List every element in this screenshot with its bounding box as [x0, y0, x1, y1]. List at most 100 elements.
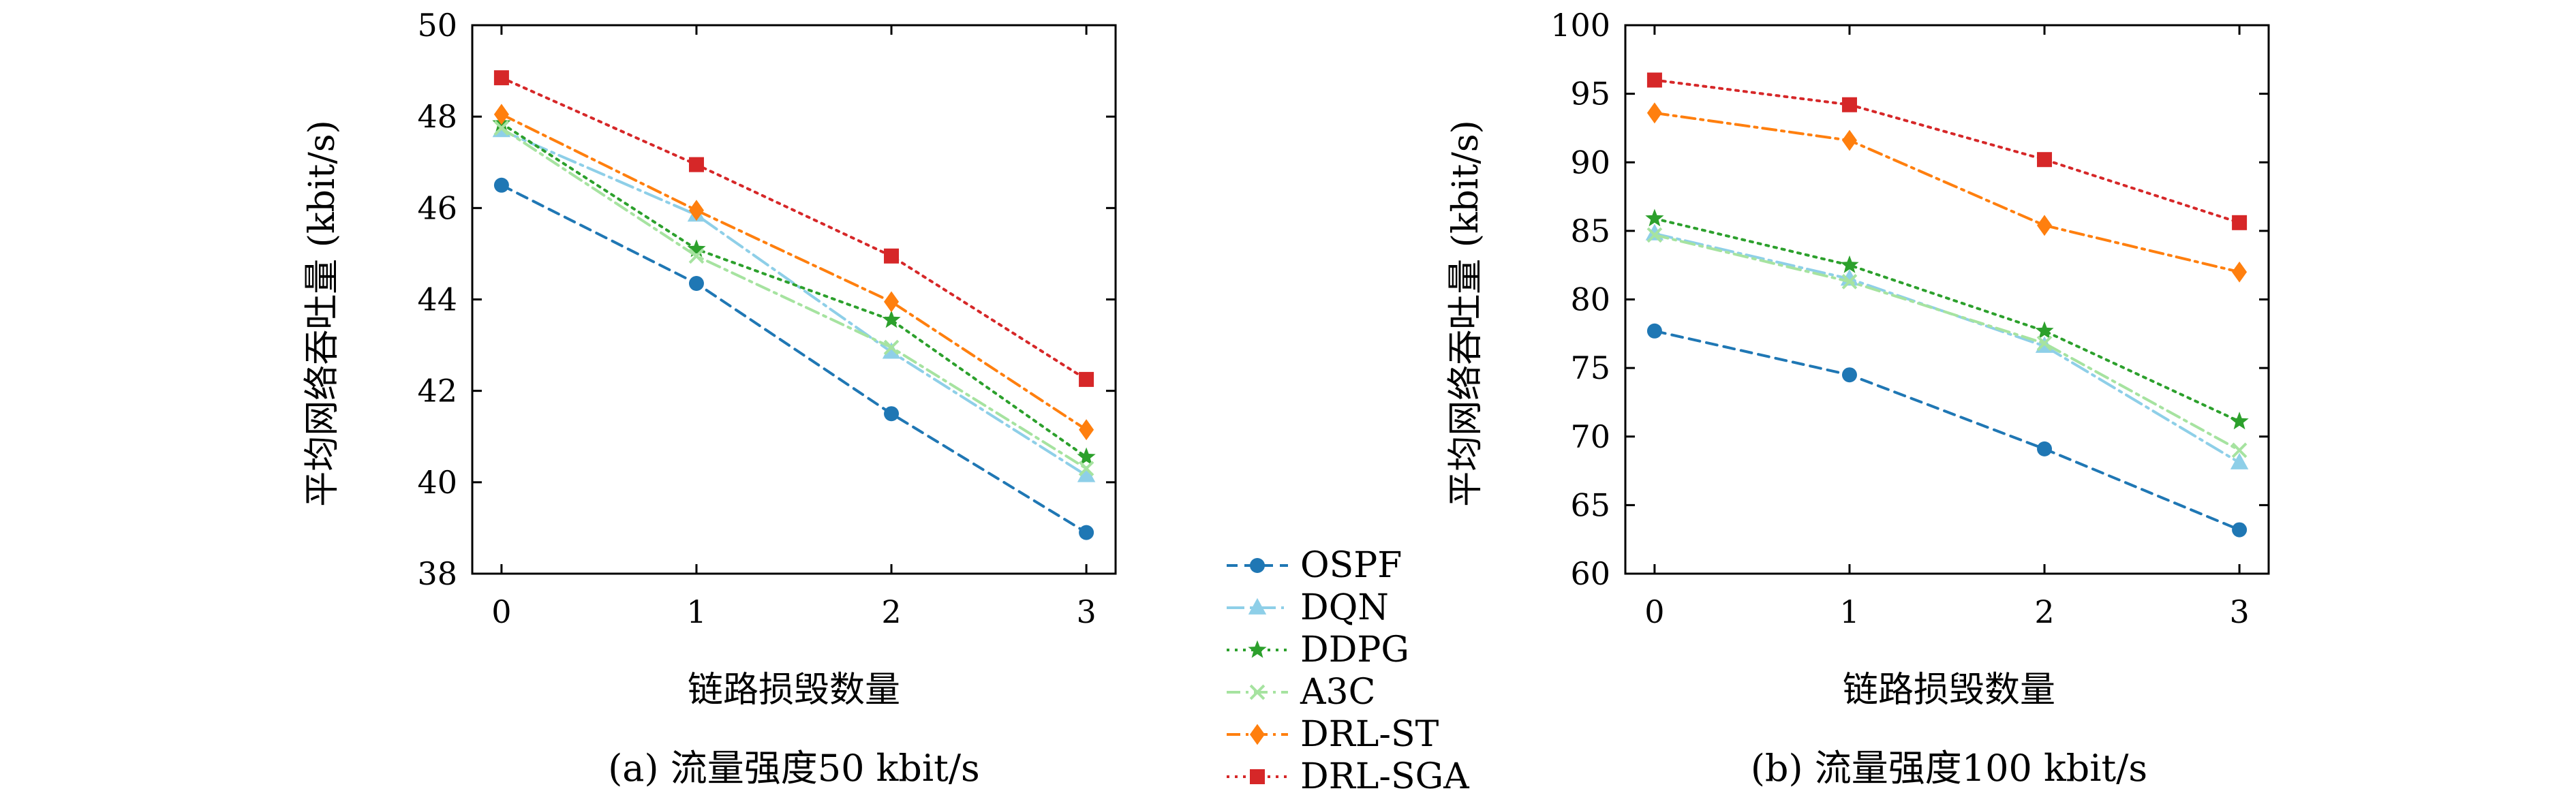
legend-marker-dqn	[1248, 598, 1267, 615]
chart-b-point-a3c	[2231, 442, 2248, 459]
chart-a-point-drl-sga	[493, 70, 509, 86]
legend-label-dqn: DQN	[1300, 587, 1389, 628]
chart-a-point-dqn	[882, 342, 901, 359]
legend-marker-ospf	[1250, 558, 1265, 573]
chart-a-line-ddpg	[500, 122, 1088, 459]
chart-b-point-drl-st	[1841, 129, 1857, 151]
chart-a-point-a3c	[688, 248, 705, 264]
chart-b-point-drl-sga	[1841, 97, 1857, 112]
chart-a-ytick-label: 44	[417, 281, 457, 318]
chart-b-line-ospf	[1653, 329, 2241, 531]
chart-a-series	[492, 70, 1096, 540]
legend-entry-ddpg: DDPG	[1227, 630, 1409, 670]
chart-a-xtick-label: 3	[1076, 593, 1096, 630]
legend-entry-drl-st: DRL-ST	[1227, 714, 1439, 755]
chart-a-point-ddpg	[1077, 447, 1096, 465]
chart-a-point-a3c	[883, 339, 900, 356]
chart-a-series-ospf	[493, 177, 1094, 540]
chart-b-xtick-label: 3	[2229, 593, 2249, 630]
legend-label-drl-sga: DRL-SGA	[1300, 756, 1470, 797]
chart-a-point-ddpg	[882, 310, 901, 328]
chart-a-point-ospf	[884, 406, 900, 422]
chart-b-point-drl-st	[1646, 102, 1662, 124]
chart-b-point-ospf	[1646, 323, 1662, 339]
chart-b-series-a3c	[1646, 227, 2248, 459]
chart-b-ytick-label: 90	[1570, 144, 1610, 181]
legend-entry-dqn: DQN	[1227, 587, 1389, 628]
chart-a-line-drl-sga	[500, 76, 1088, 381]
chart-b-point-ddpg	[1840, 255, 1859, 273]
chart-a-point-drl-sga	[688, 157, 704, 172]
legend-label-a3c: A3C	[1300, 672, 1375, 713]
chart-b-point-ddpg	[2230, 412, 2249, 430]
chart-panel-a: 平均网络吞吐量 (kbit/s) 链路损毁数量 (a) 流量强度50 kbit/…	[302, 7, 1117, 790]
chart-b-point-ospf	[1841, 367, 1857, 383]
chart-a-line-drl-st	[500, 112, 1088, 431]
chart-b-plot-frame	[1624, 24, 2270, 575]
legend-label-drl-st: DRL-ST	[1300, 714, 1439, 755]
chart-a-line-ospf	[500, 183, 1088, 534]
chart-b-series-dqn	[1645, 223, 2249, 469]
legend-label-ospf: OSPF	[1300, 545, 1402, 586]
chart-b-xtick-label: 1	[1839, 593, 1859, 630]
legend-marker-drl-st	[1250, 724, 1265, 745]
chart-a-ytick-label: 46	[417, 189, 457, 226]
chart-a-ytick-label: 40	[417, 464, 457, 501]
chart-b-ytick-label: 65	[1570, 486, 1610, 523]
chart-b-y-axis-label: 平均网络吞吐量 (kbit/s)	[1445, 120, 1486, 507]
chart-a-point-dqn	[1077, 465, 1096, 482]
chart-a-xtick-label: 0	[491, 593, 511, 630]
chart-b-ytick-label: 80	[1570, 281, 1610, 318]
chart-b-point-a3c	[1646, 227, 1663, 243]
chart-a-x-axis-label: 链路损毁数量	[688, 670, 900, 711]
chart-b-point-dqn	[1645, 223, 1664, 241]
chart-b-xtick-label: 0	[1644, 593, 1664, 630]
chart-b-ytick-label: 60	[1570, 555, 1610, 592]
chart-b-ticks: 60 65 70 75 80 85 90 95 100 0 1 2 3	[1550, 7, 2269, 630]
chart-a-point-drl-st	[688, 200, 704, 221]
legend-entry-drl-sga: DRL-SGA	[1227, 756, 1470, 797]
chart-a-y-axis-label: 平均网络吞吐量 (kbit/s)	[302, 120, 343, 507]
chart-a-point-ospf	[1079, 525, 1094, 540]
chart-a-point-drl-sga	[1079, 371, 1094, 387]
chart-b-x-axis-label: 链路损毁数量	[1843, 670, 2055, 711]
chart-a-point-ddpg	[687, 239, 706, 258]
legend-marker-ddpg	[1248, 640, 1267, 658]
chart-b-point-a3c	[2036, 335, 2053, 352]
chart-a-ytick-label: 50	[417, 7, 457, 44]
chart-a-plot-frame	[471, 24, 1117, 575]
chart-a-ytick-label: 38	[417, 555, 457, 592]
chart-a-series-a3c	[493, 120, 1094, 477]
chart-b-point-dqn	[2230, 452, 2249, 469]
chart-b-series-ddpg	[1645, 208, 2249, 430]
chart-a-point-drl-st	[493, 104, 509, 125]
chart-b-point-drl-st	[2232, 261, 2248, 283]
chart-a-ytick-label: 42	[417, 373, 457, 409]
chart-a-caption: (a) 流量强度50 kbit/s	[608, 747, 980, 790]
chart-b-point-ospf	[2037, 441, 2053, 456]
chart-b-point-a3c	[1841, 274, 1858, 290]
legend-entry-a3c: A3C	[1227, 672, 1375, 713]
chart-a-series-drl-st	[493, 104, 1094, 441]
legend-marker-a3c	[1249, 684, 1266, 700]
chart-b-point-drl-sga	[1646, 72, 1662, 88]
chart-a-ticks: 38 40 42 44 46 48 50 0 1 2 3	[417, 7, 1116, 630]
legend-marker-drl-sga	[1250, 769, 1265, 784]
chart-b-point-drl-st	[2037, 215, 2053, 236]
chart-b-series-ospf	[1646, 323, 2248, 538]
chart-b-xtick-label: 2	[2034, 593, 2054, 630]
chart-b-ytick-label: 75	[1570, 350, 1610, 386]
chart-b-ytick-label: 95	[1570, 76, 1610, 112]
chart-b-caption: (b) 流量强度100 kbit/s	[1751, 747, 2147, 790]
chart-b-series	[1645, 72, 2249, 538]
chart-b-series-drl-sga	[1646, 72, 2248, 230]
legend-label-ddpg: DDPG	[1300, 630, 1409, 670]
chart-b-line-a3c	[1653, 233, 2241, 452]
chart-a-point-drl-st	[884, 291, 900, 313]
chart-b-point-drl-sga	[2037, 152, 2053, 168]
chart-b-line-dqn	[1653, 232, 2241, 464]
chart-a-point-drl-sga	[884, 248, 900, 264]
chart-b-point-ddpg	[1645, 208, 1664, 227]
